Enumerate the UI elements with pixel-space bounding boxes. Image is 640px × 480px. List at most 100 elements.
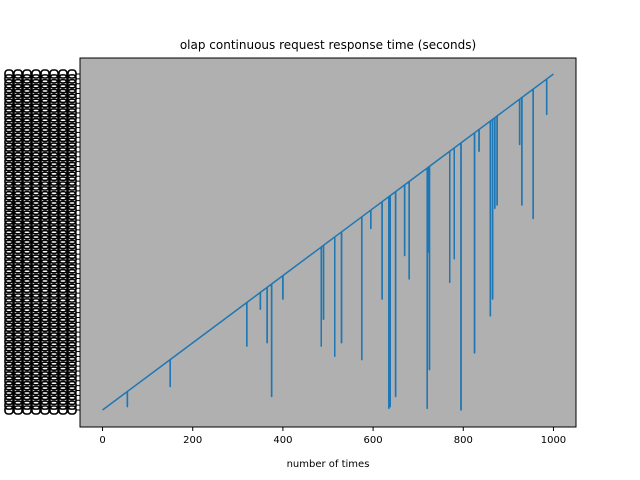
y-tick-glyph — [58, 225, 68, 235]
y-tick-glyph — [49, 181, 59, 191]
y-tick-glyph — [13, 147, 23, 157]
y-tick-glyph — [58, 263, 68, 274]
y-tick-glyph — [22, 122, 32, 133]
y-tick-glyph — [58, 74, 68, 84]
y-tick-glyph — [40, 117, 50, 128]
y-tick-glyph — [40, 205, 50, 216]
y-tick-glyph — [22, 298, 32, 308]
y-tick-glyph — [31, 117, 41, 128]
y-tick-glyph — [40, 93, 50, 104]
y-tick-glyph — [31, 288, 41, 298]
y-tick-glyph — [49, 132, 59, 143]
y-tick-glyph — [13, 395, 23, 406]
y-tick-glyph — [13, 190, 23, 201]
y-tick-glyph — [4, 371, 14, 381]
y-tick-glyph — [58, 332, 68, 342]
y-tick-glyph — [4, 249, 14, 259]
y-tick-glyph — [58, 307, 68, 318]
y-tick-glyph — [13, 186, 23, 196]
y-tick-glyph — [49, 405, 59, 415]
y-tick-glyph — [31, 380, 41, 391]
y-tick-glyph — [31, 108, 41, 118]
y-tick-glyph — [58, 117, 68, 128]
y-tick-glyph — [4, 259, 14, 269]
y-tick-glyph — [22, 288, 32, 298]
y-tick-glyph — [58, 161, 68, 172]
y-tick-glyph — [40, 215, 50, 225]
y-tick-glyph — [58, 317, 68, 328]
y-tick-glyph — [22, 225, 32, 235]
y-tick-glyph — [22, 244, 32, 255]
y-tick-glyph — [4, 302, 14, 313]
y-tick-glyph — [49, 259, 59, 269]
y-tick-glyph — [31, 268, 41, 279]
y-tick-glyph — [4, 122, 14, 133]
y-tick-glyph — [40, 137, 50, 147]
x-tick-label: 200 — [183, 435, 202, 446]
y-tick-glyph — [58, 395, 68, 406]
y-tick-glyph — [22, 210, 32, 221]
y-tick-glyph — [40, 293, 50, 303]
y-tick-glyph — [40, 190, 50, 201]
y-tick-glyph — [49, 385, 59, 396]
y-tick-glyph — [58, 371, 68, 381]
y-tick-glyph — [49, 375, 59, 386]
y-tick-glyph — [13, 132, 23, 143]
y-tick-glyph — [40, 88, 50, 99]
y-tick-glyph — [31, 186, 41, 196]
y-tick-glyph — [22, 390, 32, 401]
y-tick-glyph — [49, 166, 59, 177]
y-tick-glyph — [49, 195, 59, 206]
y-tick-glyph — [40, 268, 50, 279]
y-tick-glyph — [4, 405, 14, 415]
y-tick-glyph — [40, 380, 50, 391]
y-tick-glyph — [58, 288, 68, 298]
y-tick-glyph — [40, 210, 50, 221]
y-tick-glyph — [40, 263, 50, 274]
y-tick-glyph — [31, 210, 41, 221]
y-tick-glyph — [4, 108, 14, 118]
y-tick-glyph — [4, 375, 14, 386]
y-tick-glyph — [4, 327, 14, 337]
y-tick-glyph — [49, 127, 59, 138]
y-tick-glyph — [4, 254, 14, 264]
y-tick-glyph — [22, 278, 32, 289]
y-tick-glyph — [22, 239, 32, 250]
y-tick-glyph — [22, 83, 32, 94]
y-tick-glyph — [40, 317, 50, 328]
y-tick-glyph — [22, 337, 32, 347]
y-tick-glyph — [22, 147, 32, 157]
y-tick-glyph — [49, 142, 59, 152]
y-tick-glyph — [49, 302, 59, 313]
y-tick-glyph — [13, 210, 23, 221]
y-tick-glyph — [22, 375, 32, 386]
y-tick-glyph — [13, 405, 23, 415]
y-tick-glyph — [31, 307, 41, 318]
y-tick-glyph — [49, 366, 59, 376]
y-tick-glyph — [13, 263, 23, 274]
y-tick-glyph — [58, 380, 68, 391]
y-tick-glyph — [58, 249, 68, 259]
y-tick-glyph — [13, 298, 23, 308]
y-tick-glyph — [22, 322, 32, 333]
y-tick-glyph — [58, 278, 68, 289]
y-tick-glyph — [58, 215, 68, 225]
y-tick-glyph — [40, 288, 50, 298]
y-tick-glyph — [13, 322, 23, 333]
y-tick-glyph — [22, 385, 32, 396]
y-tick-glyph — [31, 137, 41, 147]
y-tick-glyph — [31, 78, 41, 89]
y-tick-glyph — [13, 117, 23, 128]
y-tick-glyph — [13, 229, 23, 240]
y-tick-glyph — [22, 142, 32, 152]
y-tick-glyph — [4, 215, 14, 225]
y-tick-glyph — [58, 268, 68, 279]
y-tick-glyph — [4, 200, 14, 211]
y-tick-glyph — [58, 356, 68, 367]
y-tick-glyph — [49, 312, 59, 323]
y-tick-glyph — [58, 351, 68, 362]
y-tick-glyph — [22, 249, 32, 259]
y-tick-glyph — [22, 327, 32, 337]
y-tick-glyph — [31, 327, 41, 337]
y-tick-glyph — [58, 375, 68, 386]
